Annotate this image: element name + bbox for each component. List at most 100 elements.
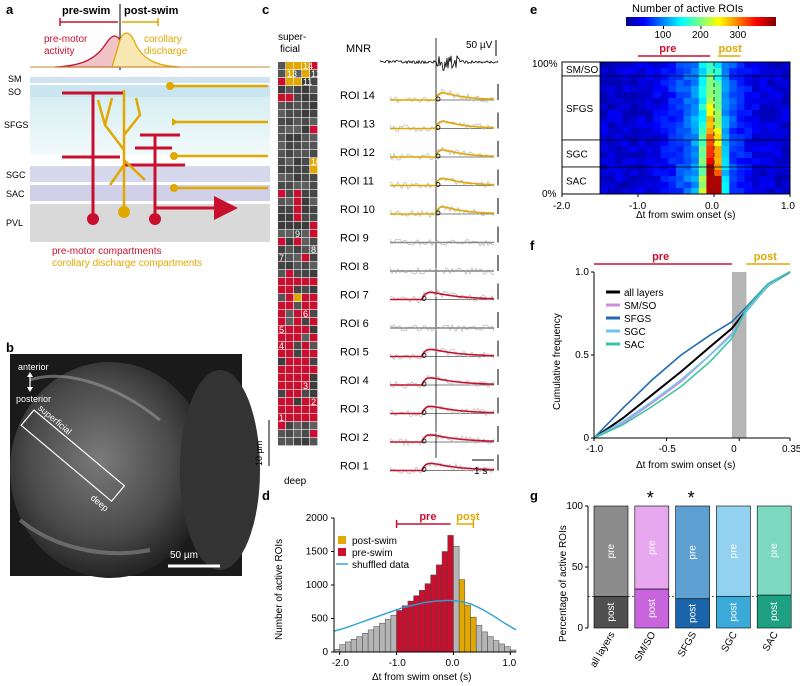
heatmap-cell bbox=[759, 128, 768, 135]
histogram-bar bbox=[367, 629, 375, 653]
roi-grid-cell bbox=[286, 302, 294, 310]
roi-label: ROI 13 bbox=[340, 119, 375, 131]
y-tick-label: 500 bbox=[311, 614, 328, 625]
layer-label-pvl: PVL bbox=[6, 218, 23, 228]
heatmap-cell bbox=[607, 104, 616, 111]
heatmap-cell bbox=[683, 86, 692, 93]
heatmap-cell bbox=[721, 140, 730, 147]
roi-grid-cell bbox=[302, 142, 310, 150]
roi-grid-cell bbox=[302, 198, 310, 206]
roi-onset-marker bbox=[421, 438, 427, 444]
roi-grid-cell bbox=[278, 134, 286, 142]
roi-grid-cell bbox=[302, 318, 310, 326]
roi-grid-cell bbox=[286, 278, 294, 286]
heatmap-cell bbox=[736, 92, 745, 99]
roi-grid-number: 14 bbox=[303, 61, 313, 71]
heatmap-cell bbox=[698, 170, 707, 177]
bar-post-label: post bbox=[688, 604, 699, 623]
heatmap-cell bbox=[683, 62, 692, 69]
roi-grid-cell bbox=[302, 182, 310, 190]
roi-grid-cell bbox=[294, 358, 302, 366]
heatmap-cell bbox=[714, 86, 723, 93]
heatmap-cell bbox=[683, 122, 692, 129]
heatmap-cell bbox=[782, 80, 791, 87]
roi-grid-cell bbox=[278, 110, 286, 118]
legend-label: SAC bbox=[624, 340, 645, 351]
heatmap-e: SM/SO SFGS SGC SAC 100% 0%-2.0 -1.0 0.0 1.0 pre po… bbox=[532, 43, 795, 212]
heatmap-cell bbox=[668, 104, 677, 111]
heatmap-cell bbox=[744, 158, 753, 165]
roi-grid-cell bbox=[278, 166, 286, 174]
histogram-bar bbox=[356, 636, 363, 653]
roi-grid-cell bbox=[286, 430, 294, 438]
roi-grid-cell bbox=[294, 326, 302, 334]
histogram-bar bbox=[470, 616, 477, 653]
roi-grid-cell bbox=[286, 270, 294, 278]
heatmap-cell bbox=[691, 170, 700, 177]
heatmap-cell bbox=[736, 146, 745, 153]
xlabel-e: Δt from swim onset (s) bbox=[636, 210, 735, 221]
heatmap-cell bbox=[607, 122, 616, 129]
heatmap-cell bbox=[683, 116, 692, 123]
corollary-terminal-2 bbox=[172, 118, 178, 126]
roi-grid-cell bbox=[286, 190, 294, 198]
heatmap-cell bbox=[744, 92, 753, 99]
heatmap-cell bbox=[706, 122, 715, 129]
heatmap-cell bbox=[668, 128, 677, 135]
roi-grid-cell bbox=[286, 390, 294, 398]
heatmap-cell bbox=[668, 140, 677, 147]
roi-grid-number: 4 bbox=[279, 341, 284, 351]
roi-grid-cell bbox=[294, 246, 302, 254]
heatmap-cell bbox=[744, 122, 753, 129]
roi-grid-cell bbox=[294, 374, 302, 382]
heatmap-cell bbox=[744, 182, 753, 189]
roi-grid-cell bbox=[302, 94, 310, 102]
heatmap-cell bbox=[638, 128, 647, 135]
roi-grid-cell bbox=[286, 230, 294, 238]
heatmap-cell bbox=[774, 116, 783, 123]
heatmap-cell bbox=[767, 128, 776, 135]
heatmap-cell bbox=[630, 146, 639, 153]
heatmap-cell bbox=[782, 92, 791, 99]
y-tick-label: 0 bbox=[322, 647, 328, 658]
heatmap-cell bbox=[660, 152, 669, 159]
roi-grid-cell bbox=[310, 78, 318, 86]
heatmap-cell bbox=[653, 104, 662, 111]
panel-b: b anterior posterior superficial deep 50… bbox=[6, 340, 260, 578]
heatmap-cell bbox=[714, 176, 723, 183]
heatmap-cell bbox=[615, 86, 624, 93]
roi-grid-cell bbox=[302, 134, 310, 142]
roi-grid-cell bbox=[302, 262, 310, 270]
heatmap-cell bbox=[668, 68, 677, 75]
heatmap-cell bbox=[676, 170, 685, 177]
roi-grid-cell bbox=[286, 414, 294, 422]
panel-f: f -1.0 -0.5 0 0.35 0 0.5 1.0 pre post all layers S… bbox=[530, 238, 800, 471]
roi-fit-trace bbox=[390, 148, 495, 158]
heatmap-cell bbox=[645, 74, 654, 81]
roi-grid-cell bbox=[294, 254, 302, 262]
roi-raw-trace bbox=[389, 146, 495, 162]
heatmap-cell bbox=[721, 146, 730, 153]
heatmap-cell bbox=[638, 68, 647, 75]
heatmap-cell bbox=[600, 134, 609, 141]
roi-onset-marker bbox=[435, 182, 441, 187]
bar-post-label: post bbox=[728, 602, 739, 621]
roi-grid-cell bbox=[302, 302, 310, 310]
heatmap-cell bbox=[782, 116, 791, 123]
roi-grid-cell bbox=[278, 302, 286, 310]
cdf-line bbox=[593, 271, 791, 439]
bar-post bbox=[716, 595, 751, 629]
heatmap-cell bbox=[676, 140, 685, 147]
heatmap-cell bbox=[706, 74, 715, 81]
time-scale-label: 1 s bbox=[474, 466, 487, 477]
heatmap-cell bbox=[607, 62, 616, 69]
heatmap-cell bbox=[691, 152, 700, 159]
roi-grid-cell bbox=[302, 422, 310, 430]
roi-grid-cell bbox=[302, 390, 310, 398]
colorbar-tick-label: 300 bbox=[730, 30, 747, 41]
roi-label: ROI 3 bbox=[340, 404, 369, 416]
roi-grid-cell bbox=[278, 270, 286, 278]
heatmap-cell bbox=[622, 116, 631, 123]
heatmap-cell bbox=[683, 98, 692, 105]
x-tick-label: 0 bbox=[731, 444, 737, 455]
